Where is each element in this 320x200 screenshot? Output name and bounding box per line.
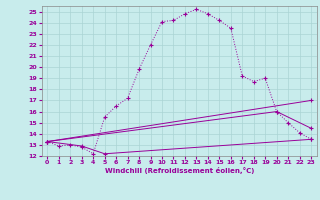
X-axis label: Windchill (Refroidissement éolien,°C): Windchill (Refroidissement éolien,°C) bbox=[105, 167, 254, 174]
